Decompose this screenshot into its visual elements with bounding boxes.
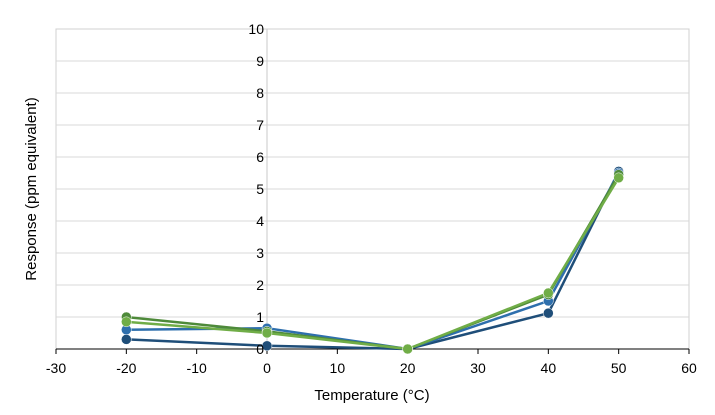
x-tick-label-7: 40 — [541, 360, 557, 376]
series-0-point-3 — [543, 307, 554, 319]
y-tick-label-2: 2 — [256, 277, 264, 293]
x-tick-label-6: 30 — [470, 360, 486, 376]
x-tick-label-8: 50 — [611, 360, 627, 376]
x-tick-label-5: 20 — [400, 360, 416, 376]
series-layer — [121, 166, 624, 355]
y-tick-label-8: 8 — [256, 85, 264, 101]
series-0-point-1 — [261, 340, 273, 352]
grid-lines — [56, 60, 689, 318]
x-tick-label-1: -20 — [116, 360, 136, 376]
x-axis-title: Temperature (°C) — [314, 387, 429, 404]
x-tick-label-0: -30 — [46, 360, 66, 376]
series-3-point-0 — [121, 316, 132, 328]
tick-labels: 0 1 2 3 4 5 6 7 8 9 10 -30 -20 -10 0 10 20 30 40 50 60 — [46, 21, 697, 376]
series-3-point-1 — [261, 327, 273, 339]
y-axis-title: Response (ppm equivalent) — [23, 97, 40, 280]
y-tick-label-1: 1 — [256, 309, 264, 325]
series-3-point-3 — [543, 287, 554, 299]
series-3-point-4 — [613, 172, 624, 184]
y-tick-label-9: 9 — [256, 53, 264, 69]
y-tick-label-6: 6 — [256, 149, 264, 165]
y-tick-label-7: 7 — [256, 117, 264, 133]
x-tick-label-9: 60 — [681, 360, 697, 376]
x-tick-label-3: 0 — [263, 360, 271, 376]
series-3-point-2 — [402, 343, 413, 355]
y-tick-label-3: 3 — [256, 245, 264, 261]
y-tick-label-0: 0 — [256, 341, 264, 357]
y-tick-label-5: 5 — [256, 181, 264, 197]
x-tick-label-2: -10 — [187, 360, 207, 376]
series-0-point-0 — [121, 334, 132, 345]
y-tick-label-10: 10 — [248, 21, 264, 37]
y-tick-label-4: 4 — [256, 213, 264, 229]
x-tick-label-4: 10 — [330, 360, 346, 376]
